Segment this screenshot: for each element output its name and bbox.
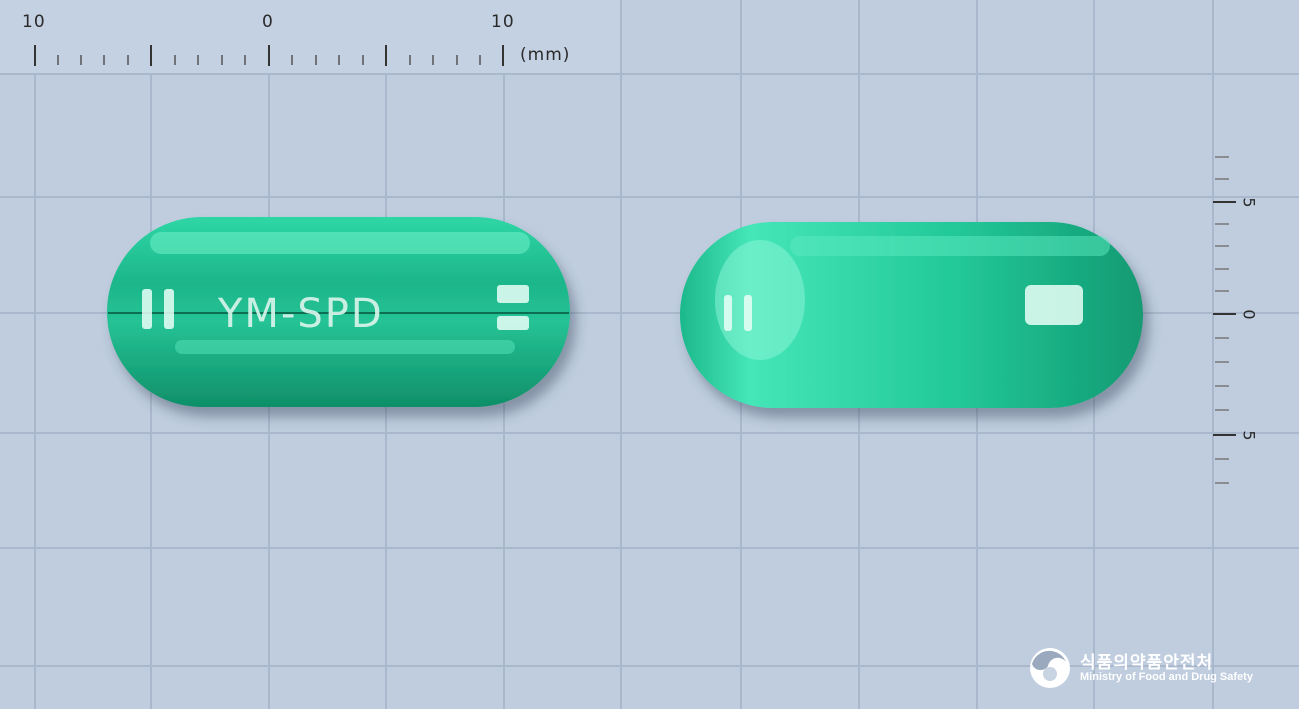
ministry-logo-icon [1030, 648, 1070, 688]
side-ruler-label-upper: 5 [1239, 197, 1259, 208]
watermark-korean: 식품의약품안전처 [1080, 653, 1214, 673]
top-ruler-label-left: 10 [22, 12, 46, 32]
pill-imprint-text: YM-SPD [218, 291, 384, 337]
watermark-english: Ministry of Food and Drug Safety [1080, 671, 1253, 683]
top-ruler-ticks [34, 45, 504, 66]
side-ruler-label-zero: 0 [1239, 309, 1259, 320]
side-ruler-label-lower: 5 [1239, 430, 1259, 441]
top-ruler-label-zero: 0 [262, 12, 274, 32]
side-ruler-ticks [1213, 201, 1236, 436]
ministry-watermark: 식품의약품안전처 Ministry of Food and Drug Safet… [1030, 647, 1280, 691]
top-ruler-unit: (mm) [520, 45, 571, 65]
top-ruler-label-right: 10 [491, 12, 515, 32]
